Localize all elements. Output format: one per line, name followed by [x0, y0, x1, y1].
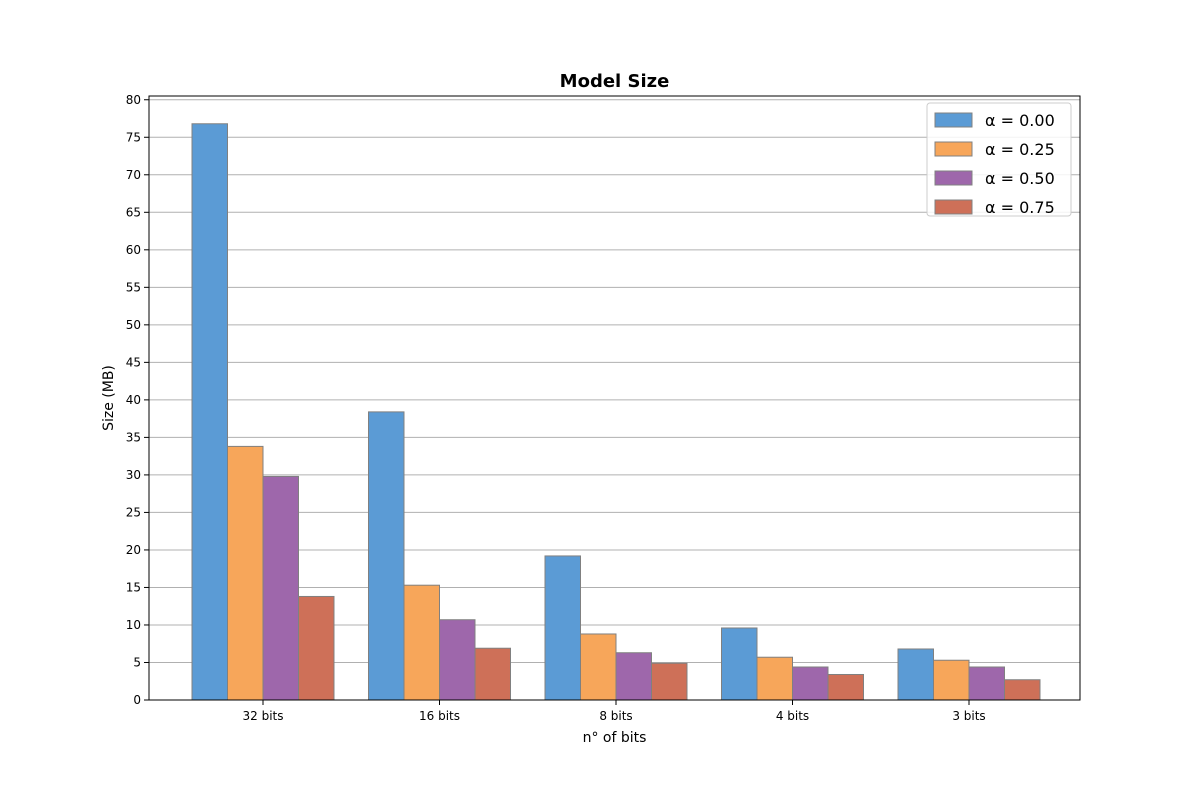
y-tick-label: 10 — [126, 618, 141, 632]
legend-box — [926, 102, 1072, 217]
bar-1-3 — [756, 656, 793, 701]
y-tick-label: 50 — [126, 318, 141, 332]
y-tick-label: 55 — [126, 280, 141, 294]
y-tick-label: 0 — [133, 693, 141, 707]
bar-0-0 — [191, 123, 228, 701]
legend-label: α = 0.25 — [985, 140, 1055, 159]
y-axis-title: Size (MB) — [101, 365, 117, 431]
bar-1-4 — [933, 659, 970, 701]
bar-2-0 — [262, 475, 299, 701]
legend-swatch — [934, 199, 973, 215]
y-tick-label: 40 — [126, 393, 141, 407]
x-axis-ticks: 32 bits 16 bits 8 bits 4 bits 3 bits — [243, 700, 986, 723]
y-tick-label: 80 — [126, 93, 141, 107]
x-tick-label: 32 bits — [243, 709, 284, 723]
y-tick-label: 35 — [126, 430, 141, 444]
y-tick-label: 30 — [126, 468, 141, 482]
bar-2-2 — [615, 652, 652, 701]
y-tick-label: 65 — [126, 205, 141, 219]
bar-0-2 — [544, 555, 581, 701]
gridlines — [149, 99, 1080, 701]
legend-swatch — [934, 112, 973, 128]
bar-1-1 — [403, 584, 440, 701]
bar-3-4 — [1004, 679, 1041, 701]
bar-0-3 — [721, 627, 758, 701]
y-axis-ticks: 0 5 10 15 20 25 30 35 40 45 50 55 60 65 70 75 80 — [126, 93, 149, 707]
x-tick-label: 16 bits — [419, 709, 460, 723]
x-tick-label: 8 bits — [599, 709, 632, 723]
bar-2-1 — [439, 619, 476, 701]
bar-1-2 — [580, 633, 617, 701]
x-axis-title: n° of bits — [583, 730, 647, 746]
bar-3-0 — [298, 595, 335, 701]
legend-label: α = 0.75 — [985, 198, 1055, 217]
y-tick-label: 45 — [126, 355, 141, 369]
bar-0-4 — [897, 648, 934, 701]
legend-label: α = 0.00 — [985, 111, 1055, 130]
bar-1-0 — [227, 445, 264, 701]
bars — [191, 123, 1041, 701]
bar-0-1 — [368, 411, 405, 701]
legend-label: α = 0.50 — [985, 169, 1055, 188]
bar-3-1 — [474, 647, 511, 701]
legend-swatch — [934, 170, 973, 186]
bar-2-4 — [968, 666, 1005, 701]
y-tick-label: 60 — [126, 243, 141, 257]
x-tick-label: 3 bits — [952, 709, 985, 723]
bar-2-3 — [792, 666, 829, 701]
plot-frame — [148, 95, 1081, 701]
legend-swatch — [934, 141, 973, 157]
legend: α = 0.00 α = 0.25 α = 0.50 α = 0.75 — [926, 102, 1072, 217]
y-tick-label: 20 — [126, 543, 141, 557]
y-tick-label: 75 — [126, 130, 141, 144]
y-tick-label: 70 — [126, 168, 141, 182]
x-tick-label: 4 bits — [776, 709, 809, 723]
y-tick-label: 25 — [126, 505, 141, 519]
bar-3-3 — [827, 673, 864, 701]
y-tick-label: 5 — [133, 655, 141, 669]
y-tick-label: 15 — [126, 580, 141, 594]
bar-3-2 — [651, 662, 688, 701]
chart-title: Model Size — [560, 71, 670, 92]
